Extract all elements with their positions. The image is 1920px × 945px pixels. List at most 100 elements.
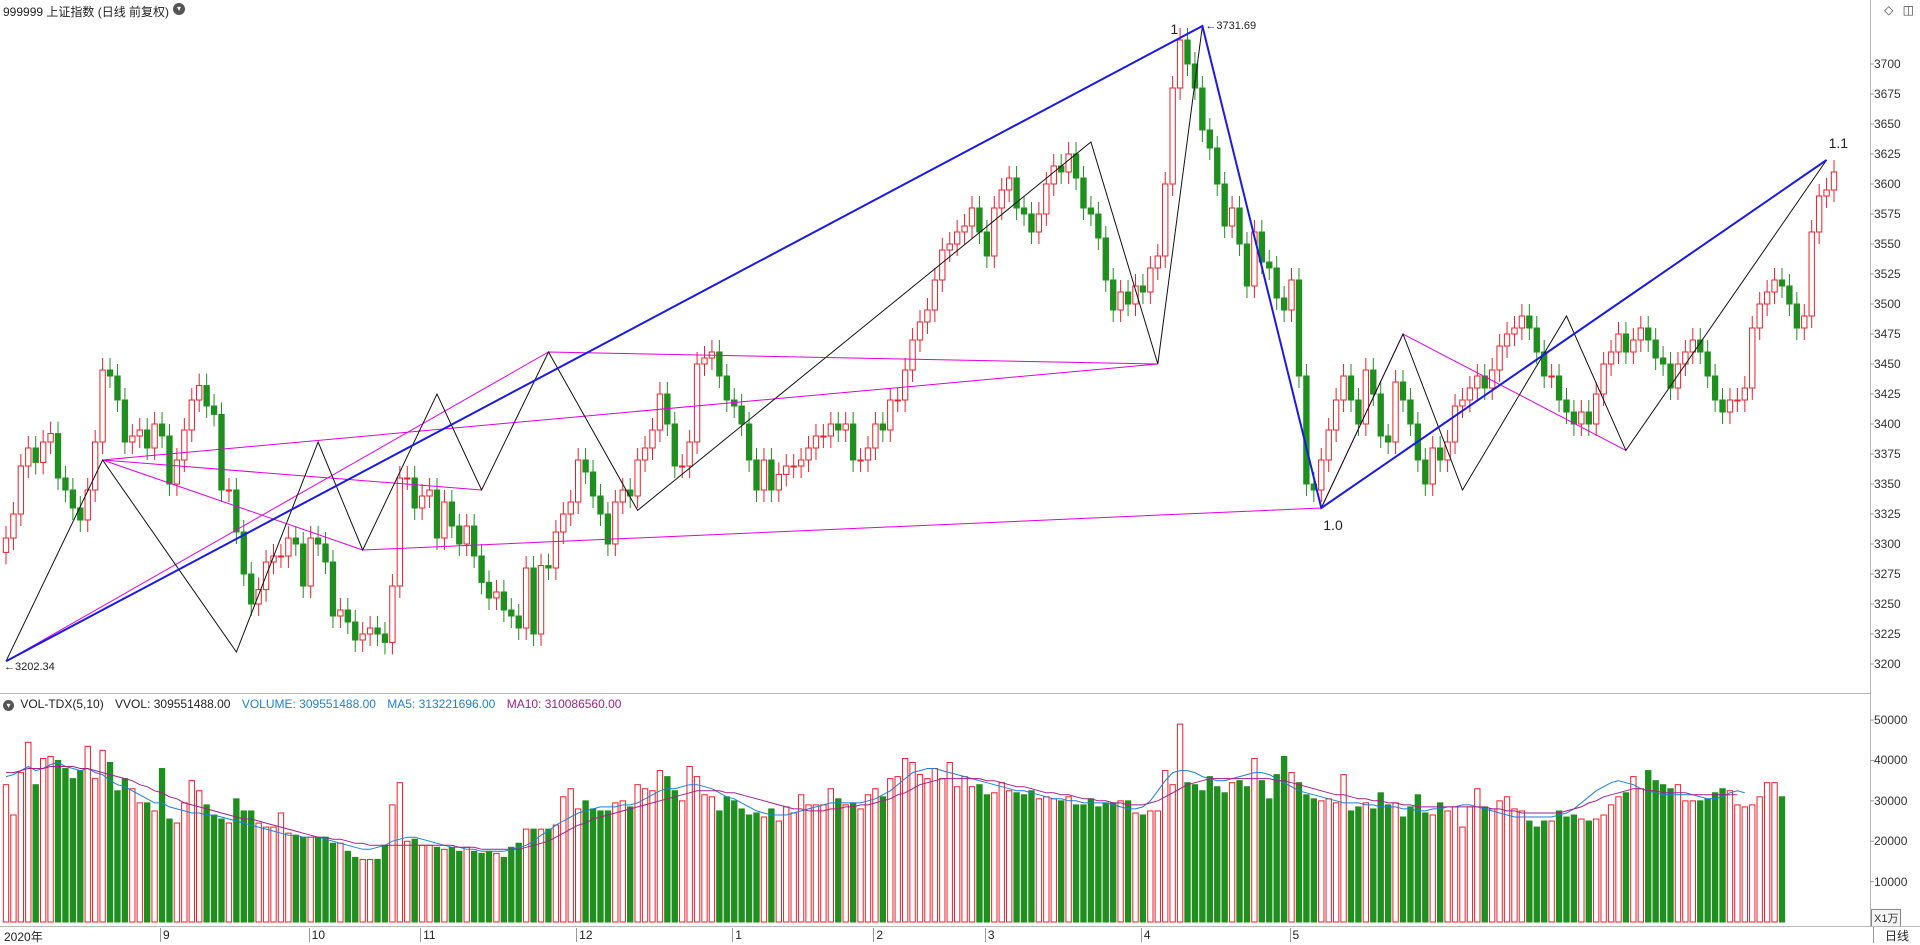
volume-bar — [151, 810, 158, 923]
volume-bar — [1280, 755, 1288, 923]
volume-bar — [1585, 820, 1592, 923]
volume-bar — [1318, 800, 1325, 923]
volume-bar — [433, 846, 441, 923]
volume-bar — [664, 776, 671, 923]
candle-body — [1273, 267, 1280, 299]
candle-body — [1303, 375, 1310, 485]
candle-body — [537, 565, 545, 635]
candle-body — [426, 489, 433, 497]
candle-body — [1384, 435, 1392, 443]
volume-bar — [1474, 788, 1481, 923]
volume-bar — [1295, 782, 1303, 923]
candle-body — [508, 609, 515, 617]
volume-bar — [857, 808, 864, 923]
volume-bar — [1704, 798, 1711, 923]
volume-bar — [196, 790, 203, 923]
candle-body — [693, 363, 701, 443]
volume-bar — [478, 852, 485, 923]
candle-body — [32, 447, 39, 463]
candle-body — [1585, 411, 1592, 425]
candle-body — [54, 433, 62, 479]
volume-bar — [909, 761, 916, 923]
candle-body — [1756, 303, 1763, 329]
volume-bar — [1496, 800, 1503, 923]
volume-bar — [634, 784, 641, 923]
candle-body — [478, 555, 485, 583]
candle-body — [404, 477, 411, 480]
time-tick-label: 10 — [308, 928, 325, 942]
candle-body — [1176, 39, 1184, 89]
candle-body — [768, 459, 775, 491]
candle-body — [1674, 363, 1682, 389]
collapse-icon[interactable]: ▾ — [3, 700, 14, 711]
volume-bar — [1697, 800, 1704, 923]
volume-value: VOLUME: 309551488.00 — [241, 697, 376, 711]
candle-body — [441, 501, 448, 539]
candle-body — [745, 423, 753, 461]
candle-body — [210, 405, 218, 415]
wave-label-1-1: 1.1 — [1829, 135, 1849, 151]
candle-body — [344, 609, 351, 623]
price-tick-label: 3650 — [1874, 117, 1901, 131]
window-icon[interactable]: ◫ — [1902, 3, 1914, 17]
volume-bar — [1370, 808, 1377, 923]
candle-body — [1295, 279, 1303, 377]
candle-body — [433, 489, 441, 539]
volume-bar — [1176, 723, 1184, 923]
volume-bar — [931, 768, 939, 923]
candle-body — [129, 435, 136, 443]
candle-body — [500, 591, 508, 611]
volume-bar — [129, 788, 136, 923]
candle-body — [686, 441, 693, 467]
candle-body — [612, 501, 619, 545]
volume-bar — [1377, 792, 1384, 923]
candle-body — [99, 369, 106, 443]
volume-bar — [1615, 796, 1622, 923]
candle-body — [1600, 363, 1607, 395]
candle-body — [634, 459, 641, 497]
candle-body — [1511, 327, 1518, 335]
candle-body — [582, 459, 589, 473]
volume-bar — [916, 774, 924, 923]
candle-body — [292, 537, 299, 545]
volume-bar — [337, 842, 344, 923]
volume-bar — [545, 828, 552, 923]
diamond-icon[interactable]: ◇ — [1884, 3, 1894, 17]
candle-body — [248, 573, 255, 605]
volume-bar — [322, 836, 329, 923]
candle-body — [1191, 63, 1199, 89]
candle-body — [1659, 357, 1667, 365]
candle-body — [106, 369, 114, 377]
chevron-down-icon[interactable]: ▾ — [173, 3, 185, 15]
volume-bar — [292, 834, 299, 923]
candle-body — [300, 543, 307, 587]
candle-body — [1340, 375, 1347, 401]
candle-body — [753, 459, 760, 491]
volume-bar — [99, 749, 106, 923]
volume-bar — [270, 826, 277, 923]
candle-body — [1637, 327, 1644, 341]
volume-bar — [1214, 786, 1221, 923]
period-selector[interactable]: 日线 — [1873, 927, 1920, 943]
volume-bar — [522, 828, 530, 923]
volume-bar — [32, 784, 39, 923]
price-tick-label: 3400 — [1874, 417, 1901, 431]
volume-bar — [144, 802, 151, 923]
volume-pane[interactable] — [0, 694, 1871, 926]
candle-body — [285, 537, 292, 557]
candle-body — [1065, 153, 1072, 173]
candle-body — [775, 473, 782, 491]
volume-bar — [62, 768, 69, 923]
candle-body — [1043, 183, 1050, 215]
volume-bar — [441, 848, 448, 923]
volume-bar — [768, 808, 775, 923]
volume-bar — [1600, 814, 1607, 923]
volume-bar — [1228, 782, 1236, 923]
volume-bar — [627, 806, 634, 923]
volume-bar — [225, 822, 233, 923]
candle-body — [1555, 375, 1563, 401]
volume-tick-label: 40000 — [1874, 753, 1908, 768]
price-pane[interactable] — [0, 0, 1871, 694]
volume-bar — [1674, 784, 1682, 923]
